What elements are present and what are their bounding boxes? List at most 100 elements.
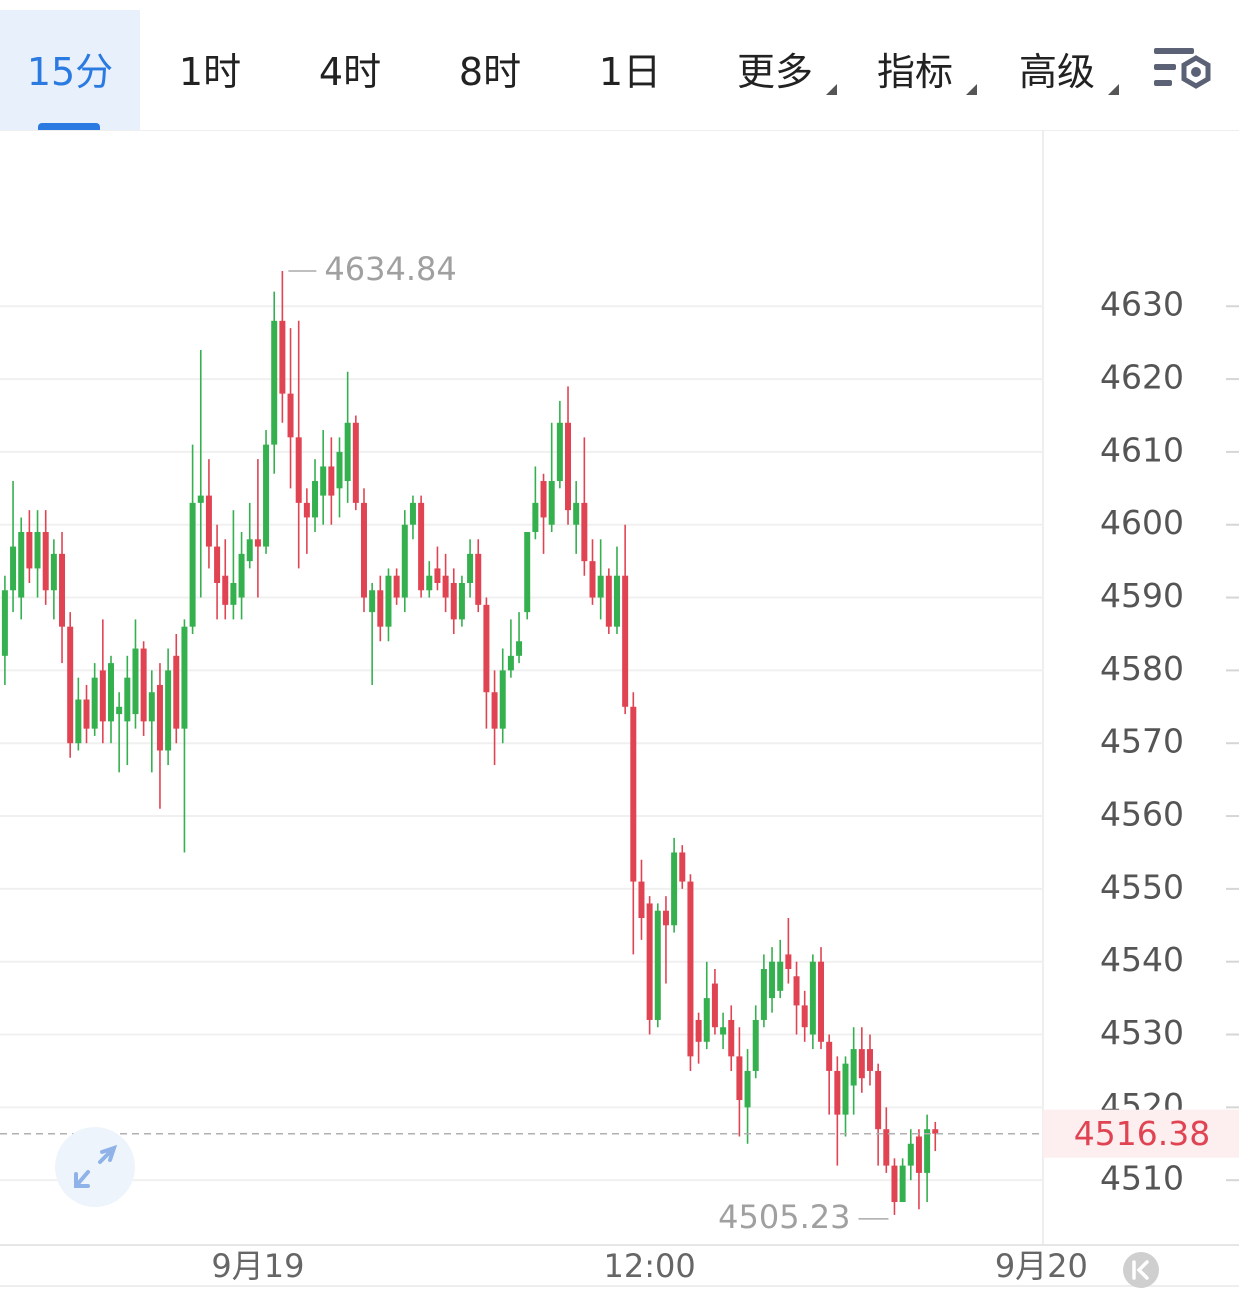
y-tick-label: 4540 — [1100, 940, 1184, 979]
candle-body — [303, 502, 310, 518]
candle-body — [91, 677, 98, 729]
candle-body — [842, 1063, 849, 1115]
candle-body — [589, 561, 596, 598]
candle-body — [818, 961, 825, 1042]
candle-body — [850, 1049, 857, 1086]
dropdown-caret — [966, 84, 977, 95]
tab[interactable]: 4时 — [318, 50, 382, 94]
y-tick-label: 4620 — [1100, 358, 1184, 397]
candle-body — [10, 546, 17, 591]
tab[interactable]: 高级 — [1018, 50, 1095, 94]
candle-body — [556, 422, 563, 482]
x-tick-label: 12:00 — [604, 1247, 696, 1285]
candle-body — [214, 546, 221, 583]
candle-body — [483, 604, 490, 693]
candle-body — [401, 524, 408, 598]
tab[interactable]: 15分 — [0, 10, 140, 130]
candle-body — [834, 1070, 841, 1115]
candle-body — [344, 422, 351, 482]
candle-body — [75, 699, 82, 744]
candle-body — [597, 575, 604, 598]
candle-body — [679, 852, 686, 882]
y-tick-label: 4590 — [1100, 576, 1184, 615]
candle-body — [434, 568, 441, 583]
dropdown-caret — [826, 84, 837, 95]
candle-body — [516, 641, 523, 656]
candle-body — [99, 670, 106, 722]
candle-body — [785, 954, 792, 969]
tab[interactable]: 8时 — [458, 50, 522, 94]
candle-body — [165, 670, 172, 751]
candle-body — [777, 961, 784, 991]
candle-body — [703, 998, 710, 1042]
candle-body — [450, 582, 457, 620]
candle-body — [42, 532, 49, 591]
candle-body — [442, 575, 449, 598]
high-label: 4634.84 — [324, 250, 456, 288]
candle-body — [377, 590, 384, 627]
y-tick-label: 4580 — [1100, 649, 1184, 688]
candle-body — [654, 910, 661, 1020]
candle-body — [140, 648, 147, 722]
candle-body — [736, 1056, 743, 1101]
candle-body — [907, 1143, 914, 1166]
candle-body — [720, 1027, 727, 1035]
toolbar: 15分 1时 4时 8时 1日 更多 指标 高级 — [0, 0, 1239, 131]
y-tick-label: 4610 — [1100, 430, 1184, 469]
candle-body — [189, 502, 196, 627]
candle-body — [458, 582, 465, 620]
candles — [1, 270, 939, 1215]
candle-body — [1, 590, 8, 656]
candle-body — [605, 575, 612, 627]
candle-body — [548, 481, 555, 525]
candle-body — [711, 983, 718, 1028]
candle-body — [393, 575, 400, 598]
candle-body — [883, 1129, 890, 1166]
candle-body — [875, 1070, 882, 1130]
candle-body — [409, 502, 416, 525]
candle-body — [866, 1049, 873, 1071]
candle-body — [524, 532, 531, 613]
scroll-end-button[interactable] — [1123, 1252, 1159, 1288]
candle-body — [230, 582, 237, 605]
candle-body — [59, 553, 66, 627]
tab[interactable]: 更多 — [736, 50, 813, 94]
candle-body — [565, 422, 572, 511]
candle-body — [385, 575, 392, 627]
candle-body — [222, 575, 229, 605]
y-tick-label: 4560 — [1100, 795, 1184, 834]
candle-body — [662, 910, 669, 926]
candle-body — [426, 575, 433, 591]
last-price-label: 4516.38 — [1074, 1114, 1210, 1153]
candle-body — [254, 539, 261, 547]
tab[interactable]: 1时 — [178, 50, 242, 94]
candle-body — [263, 444, 270, 547]
candle-body — [271, 320, 278, 445]
candle-body — [499, 670, 506, 729]
y-tick-label: 4530 — [1100, 1013, 1184, 1052]
candle-body — [312, 481, 319, 518]
candle-body — [638, 881, 645, 919]
expand-button[interactable] — [55, 1127, 135, 1207]
y-tick-label: 4600 — [1100, 503, 1184, 542]
x-tick-label: 9月19 — [211, 1247, 304, 1285]
candle-body — [418, 502, 425, 591]
candle-body — [744, 1070, 751, 1108]
candle-body — [687, 881, 694, 1057]
candle-body — [891, 1165, 898, 1203]
candle-body — [320, 466, 327, 496]
candle-body — [132, 648, 139, 715]
candle-body — [18, 532, 25, 598]
tab[interactable]: 指标 — [876, 50, 953, 94]
candle-body — [279, 320, 286, 394]
settings-icon[interactable] — [1150, 44, 1214, 96]
candle-body — [581, 502, 588, 562]
candle-body — [630, 706, 637, 882]
tab[interactable]: 1日 — [598, 50, 662, 94]
candle-body — [507, 655, 514, 671]
candle-body — [613, 575, 620, 627]
candle-body — [467, 553, 474, 583]
y-tick-label: 4510 — [1100, 1159, 1184, 1198]
x-tick-label: 9月20 — [995, 1247, 1088, 1285]
